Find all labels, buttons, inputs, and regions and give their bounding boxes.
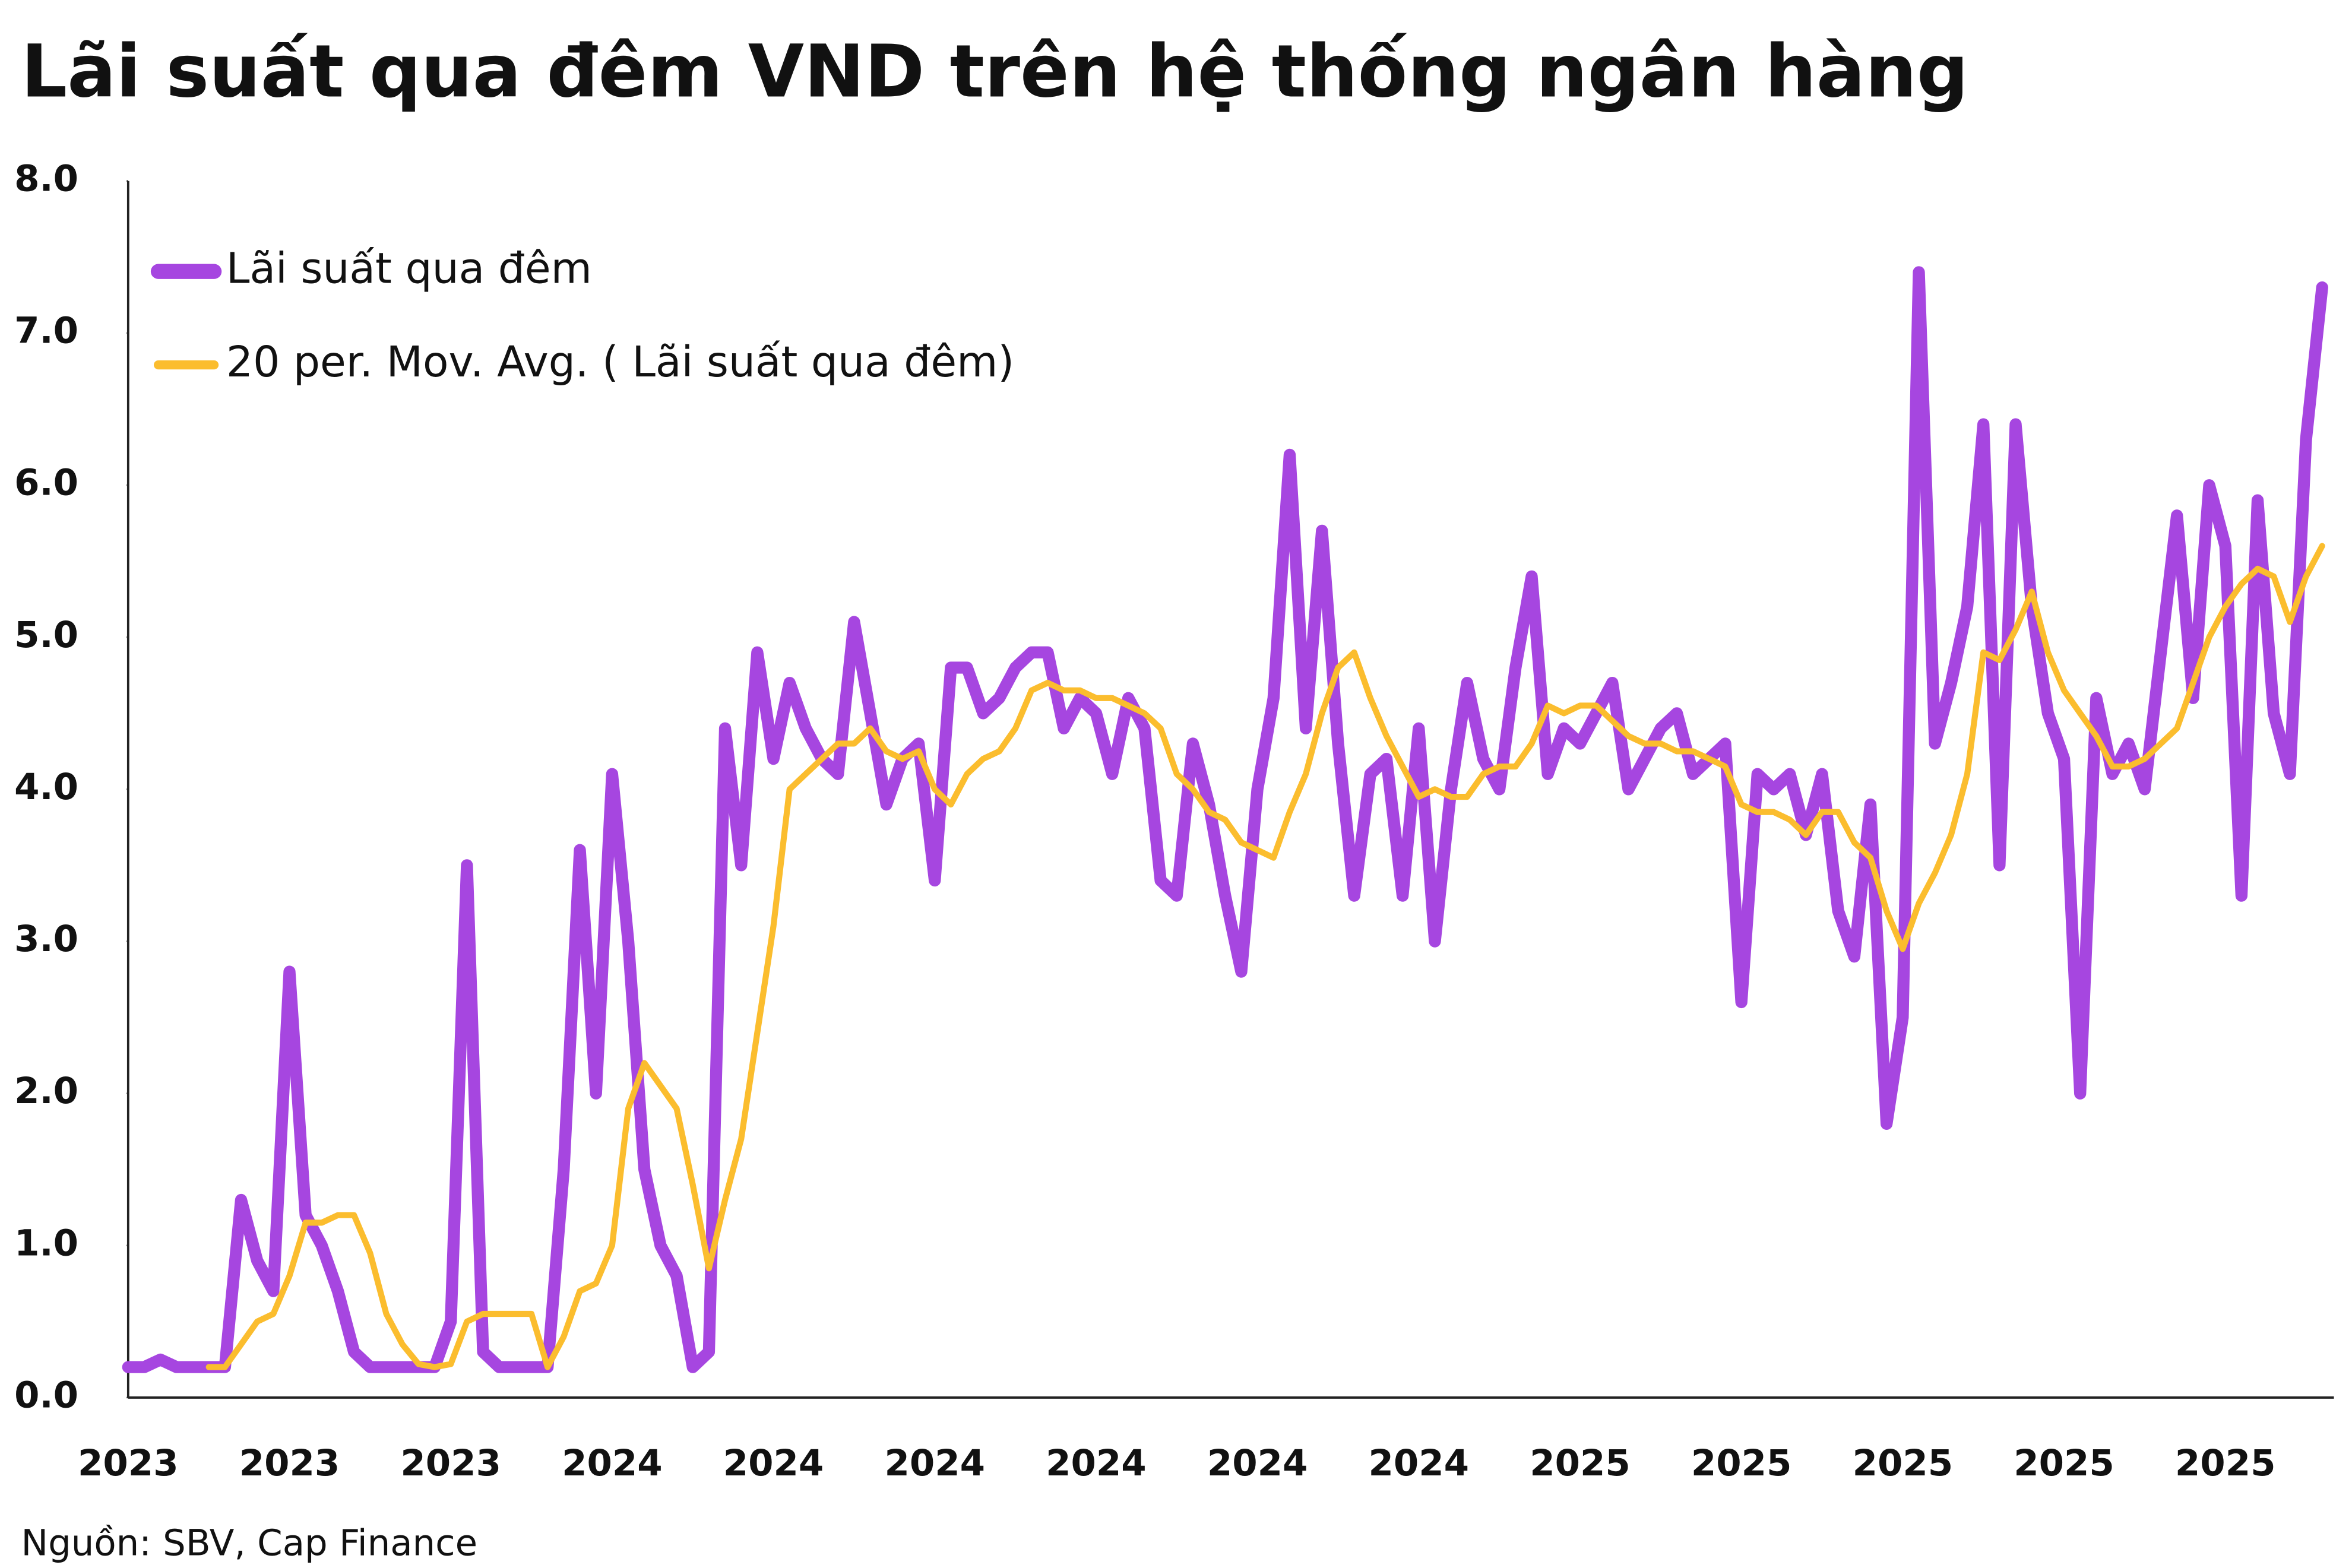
y-tick-label: 4.0 <box>14 766 78 808</box>
x-tick-label: 2023 <box>78 1442 179 1484</box>
x-tick-label: 2024 <box>1046 1442 1147 1484</box>
x-tick-label: 2024 <box>723 1442 824 1484</box>
x-tick-label: 2025 <box>1691 1442 1792 1484</box>
series-line <box>122 266 2328 1373</box>
x-tick-label: 2024 <box>884 1442 985 1484</box>
x-tick-label: 2024 <box>1207 1442 1308 1484</box>
x-tick-label: 2023 <box>239 1442 340 1484</box>
y-tick-label: 5.0 <box>14 614 78 656</box>
y-tick-label: 8.0 <box>14 157 78 199</box>
legend-label: 20 per. Mov. Avg. ( Lãi suất qua đêm) <box>226 337 1014 387</box>
x-tick-label: 2024 <box>562 1442 663 1484</box>
x-tick-label: 2025 <box>1530 1442 1631 1484</box>
y-tick-label: 6.0 <box>14 462 78 504</box>
x-tick-label: 2024 <box>1369 1442 1470 1484</box>
x-tick-label: 2023 <box>400 1442 501 1484</box>
x-tick-label: 2025 <box>2014 1442 2114 1484</box>
y-tick-label: 3.0 <box>14 918 78 960</box>
x-tick-label: 2025 <box>1853 1442 1954 1484</box>
legend-label: Lãi suất qua đêm <box>226 244 592 293</box>
x-tick-label: 2025 <box>2175 1442 2276 1484</box>
source: Nguồn: SBV, Cap Finance <box>21 1522 478 1564</box>
chart-title: Lãi suất qua đêm VND trên hệ thống ngân … <box>21 30 1969 114</box>
y-tick-label: 2.0 <box>14 1070 78 1112</box>
y-tick-label: 7.0 <box>14 310 78 352</box>
series-line <box>205 543 2325 1370</box>
y-tick-label: 1.0 <box>14 1222 78 1264</box>
y-tick-label: 0.0 <box>14 1374 78 1417</box>
